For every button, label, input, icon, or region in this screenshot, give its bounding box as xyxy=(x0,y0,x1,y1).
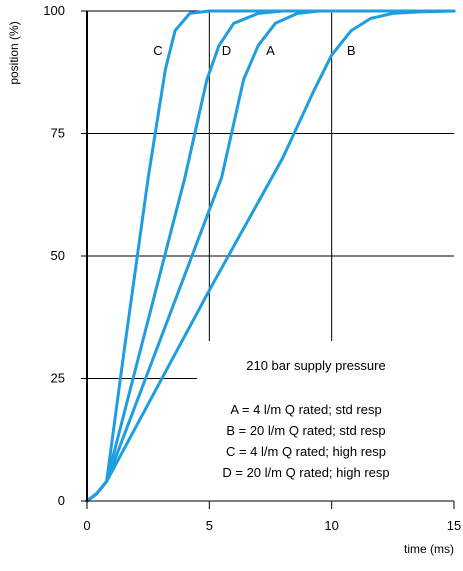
pressure-annotation: 210 bar supply pressure xyxy=(246,358,385,373)
tick-labels: 0 25 50 75 100 0 5 10 15 xyxy=(43,3,461,533)
y-tick-label-75: 75 xyxy=(51,126,65,141)
legend-entry-a: A = 4 l/m Q rated; std resp xyxy=(230,402,381,417)
y-tick-label-0: 0 xyxy=(58,493,65,508)
legend-entry-d: D = 20 l/m Q rated; high resp xyxy=(222,465,389,480)
x-axis-label: time (ms) xyxy=(404,542,454,556)
y-tick-label-25: 25 xyxy=(51,371,65,386)
x-tick-label-15: 15 xyxy=(447,518,461,533)
curves xyxy=(85,9,456,503)
series-label-d: D xyxy=(222,43,231,58)
series-label-b: B xyxy=(347,43,356,58)
axes xyxy=(81,10,455,509)
series-label-c: C xyxy=(153,43,162,58)
x-tick-label-5: 5 xyxy=(206,518,213,533)
grid-lines xyxy=(87,10,454,379)
y-tick-label-100: 100 xyxy=(43,3,65,18)
legend-entry-b: B = 20 l/m Q rated; std resp xyxy=(226,423,385,438)
series-line-b xyxy=(85,9,456,503)
x-tick-label-10: 10 xyxy=(324,518,338,533)
y-axis-label: position (%) xyxy=(7,21,21,84)
y-tick-label-50: 50 xyxy=(51,248,65,263)
x-tick-label-0: 0 xyxy=(83,518,90,533)
series-label-a: A xyxy=(266,43,275,58)
legend-entry-c: C = 4 l/m Q rated; high resp xyxy=(226,444,386,459)
